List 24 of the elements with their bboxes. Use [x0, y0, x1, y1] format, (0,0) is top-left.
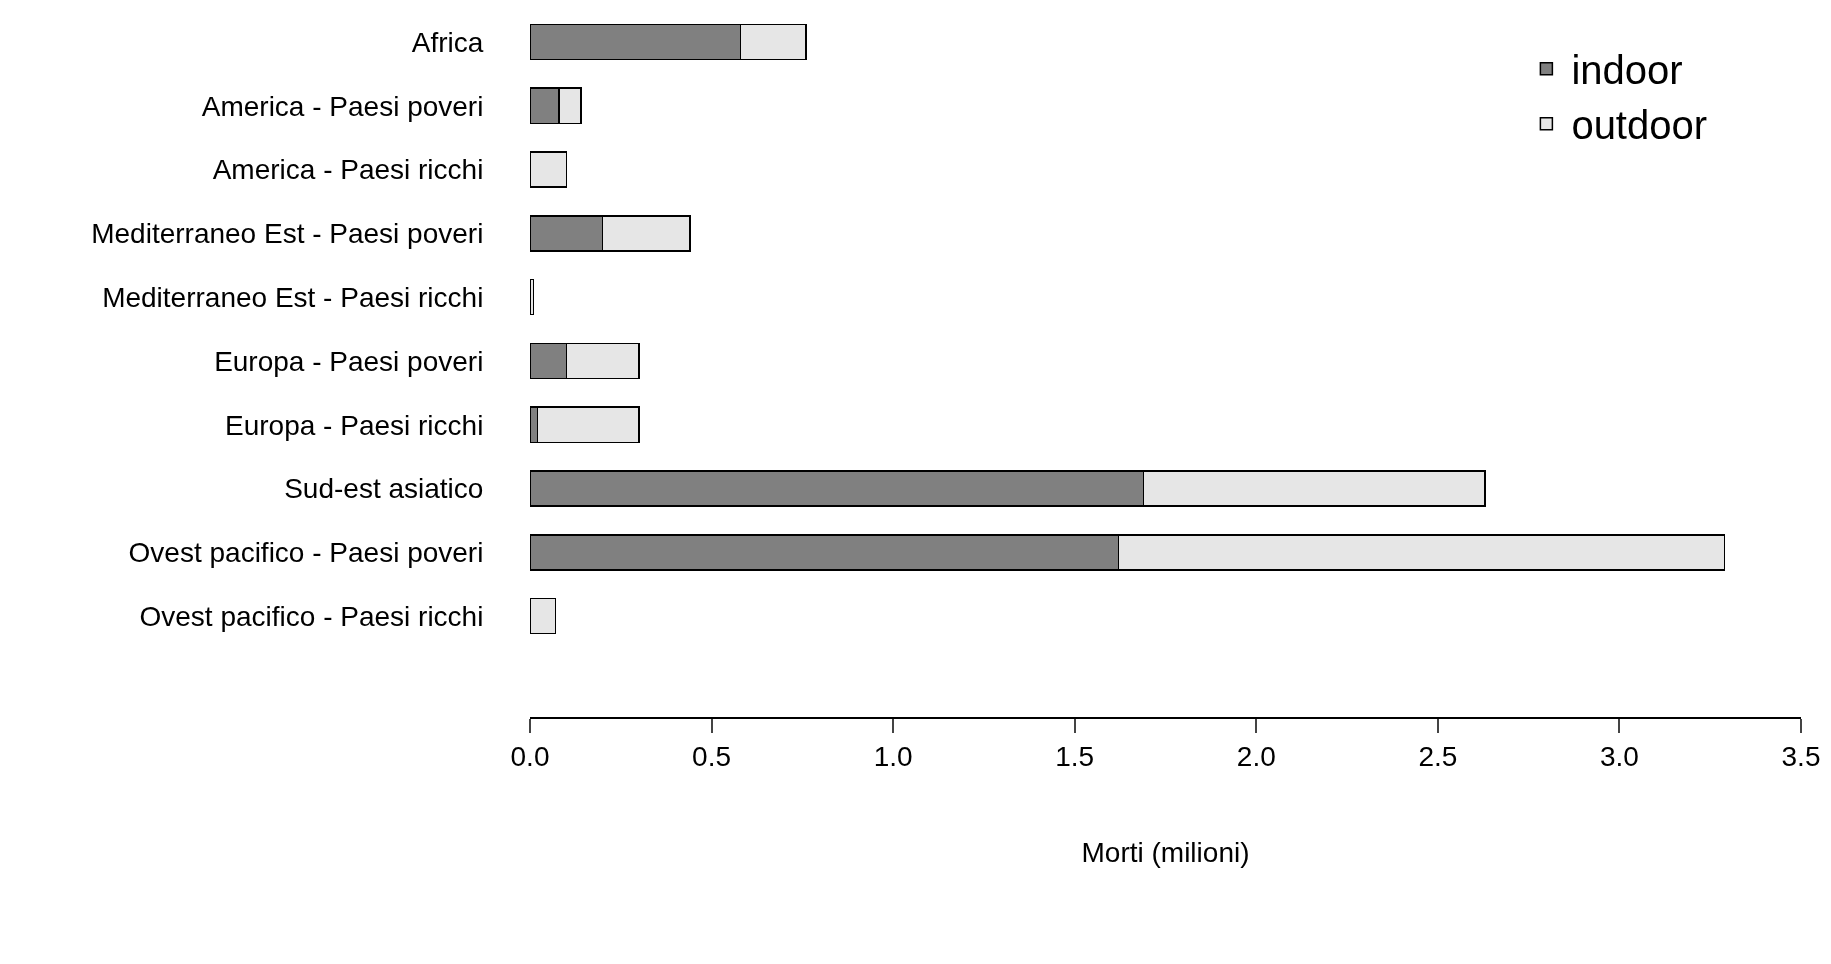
x-tick-label: 3.0 — [1599, 741, 1639, 773]
x-tick-label: 2.0 — [1236, 741, 1276, 773]
x-tick-label: 0.5 — [692, 741, 732, 773]
y-tick-label: Africa — [411, 26, 484, 58]
y-tick-label: Mediterraneo Est - Paesi poveri — [91, 218, 484, 250]
bar — [530, 151, 568, 188]
legend-label: outdoor — [1571, 103, 1708, 148]
x-tick-label: 0.0 — [510, 741, 550, 773]
x-tick-label: 3.5 — [1781, 741, 1821, 773]
y-tick-label: Ovest pacifico - Paesi poveri — [128, 537, 484, 569]
y-tick-label: America - Paesi poveri — [201, 90, 484, 122]
bar — [530, 597, 557, 635]
x-tick-label: 2.5 — [1418, 741, 1458, 773]
bar — [530, 278, 535, 316]
legend-label: indoor — [1571, 48, 1683, 93]
y-tick-label: Europa - Paesi ricchi — [225, 409, 484, 441]
y-tick-label: Ovest pacifico - Paesi ricchi — [139, 600, 484, 632]
y-tick-label: America - Paesi ricchi — [212, 154, 484, 186]
x-axis-title: Morti (milioni) — [1081, 836, 1250, 868]
x-tick-label: 1.0 — [873, 741, 913, 773]
y-tick-label: Europa - Paesi poveri — [214, 345, 484, 377]
y-tick-label: Sud-est asiatico — [284, 473, 484, 505]
x-tick-label: 1.5 — [1055, 741, 1095, 773]
y-tick-label: Mediterraneo Est - Paesi ricchi — [102, 281, 484, 313]
